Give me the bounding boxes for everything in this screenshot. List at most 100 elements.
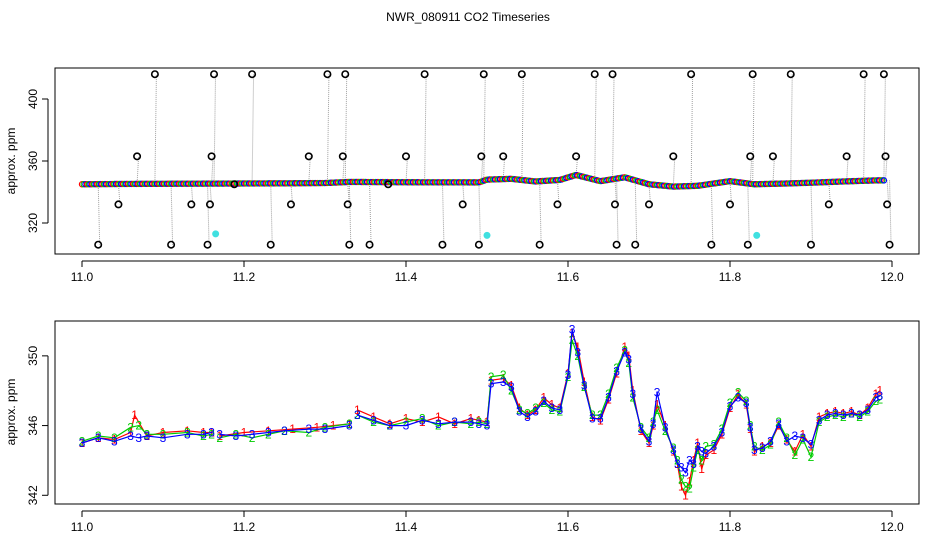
spike-dropline <box>747 183 750 245</box>
series-point-label: 2 <box>775 415 782 429</box>
series-point-label: 3 <box>808 438 815 452</box>
series-point-label: 3 <box>581 378 588 392</box>
top-x-tick-label: 11.0 <box>71 270 94 284</box>
series-point-label: 1 <box>386 417 393 431</box>
series-point-label: 3 <box>694 439 701 453</box>
series-point-label: 3 <box>832 406 839 420</box>
spike-point <box>167 240 176 249</box>
series-point-label: 1 <box>597 413 604 427</box>
series-point-label: 2 <box>877 392 884 406</box>
spike-dropline <box>251 74 255 184</box>
spike-point <box>365 240 374 249</box>
series-point-label: 2 <box>233 427 240 441</box>
series-point-label: 2 <box>111 431 118 445</box>
spike-point <box>479 70 488 79</box>
series-point-label: 2 <box>613 361 620 375</box>
spike-point <box>743 240 752 249</box>
chart-title: NWR_080911 CO2 Timeseries <box>386 10 550 24</box>
spike-point <box>474 240 483 249</box>
series-point-label: 1 <box>548 398 555 412</box>
series-point-label: 1 <box>241 426 248 440</box>
series-point-label: 2 <box>569 333 576 347</box>
series-point-label: 3 <box>476 417 483 431</box>
series-point-label: 3 <box>613 365 620 379</box>
series-point-label: 1 <box>638 424 645 438</box>
series-point-label: 1 <box>824 406 831 420</box>
series-point-label: 2 <box>702 439 709 453</box>
series-point-label: 1 <box>877 384 884 398</box>
spike-point <box>612 240 621 249</box>
series-point-label: 1 <box>208 426 215 440</box>
series-point-label: 1 <box>698 462 705 476</box>
series-point-label: 2 <box>488 370 495 384</box>
series-point-label: 1 <box>605 392 612 406</box>
series-point-label: 3 <box>597 412 604 426</box>
series-point-label: 3 <box>435 417 442 431</box>
spike-dropline <box>369 182 372 245</box>
series-point-label: 2 <box>662 424 669 438</box>
spike-dropline <box>710 183 714 245</box>
series-point-label: 2 <box>160 427 167 441</box>
series-point-label: 2 <box>516 403 523 417</box>
series-point-label: 1 <box>354 403 361 417</box>
spike-dropline <box>863 74 866 181</box>
spike-point <box>535 240 544 249</box>
series-point-label: 1 <box>435 410 442 424</box>
top-y-tick-label: 320 <box>26 213 40 233</box>
series-point-label: 3 <box>775 417 782 431</box>
series-point-label: 2 <box>808 450 815 464</box>
series-point-label: 1 <box>759 439 766 453</box>
series-point-label: 1 <box>808 439 815 453</box>
series-point-label: 1 <box>613 366 620 380</box>
series-point-label: 2 <box>719 422 726 436</box>
series-point-label: 3 <box>208 426 215 440</box>
spike-point <box>610 200 619 209</box>
series-point-label: 2 <box>548 403 555 417</box>
spike-dropline <box>207 183 210 245</box>
bottom-panel: approx. ppm 11.0 11.2 11.4 11.6 11.8 12.0 342… <box>4 320 920 534</box>
series-point-label: 3 <box>524 410 531 424</box>
bottom-series: 1 1 1 111 1 1 1 1 1 1 1 1 1 1 11 1 1 1 1 1 1 1 1 11 1 11 1 11 1 11111… <box>79 323 884 503</box>
series-point-label: 3 <box>654 385 661 399</box>
spike-dropline <box>539 181 542 245</box>
spike-point <box>885 240 894 249</box>
spike-dropline <box>213 74 217 184</box>
series-point-label: 1 <box>678 480 685 494</box>
series-point-label: 3 <box>467 415 474 429</box>
series-point-label: 1 <box>314 420 321 434</box>
series-point-label: 1 <box>289 422 296 436</box>
series-point-label: 2 <box>856 410 863 424</box>
series-point-label: 2 <box>791 448 798 462</box>
spike-dropline <box>190 183 194 205</box>
series-3: 3 3 3 3 3 3 3 3 3 3 3 3 3 3 3 3 3 33 3 3 3 3 3 3 3 3 33 3 33 3 33 3 3333… <box>79 323 884 480</box>
top-panel: approx. ppm 11.0 11.2 11.4 11.6 11.8 12.0 320… <box>4 67 920 284</box>
top-baseline-points <box>78 171 888 190</box>
series-point-label: 3 <box>346 419 353 433</box>
series-point-label: 3 <box>557 403 564 417</box>
series-line <box>219 425 350 437</box>
series-point-label: 3 <box>508 380 515 394</box>
series-point-label: 1 <box>265 424 272 438</box>
series-point-label: 3 <box>500 375 507 389</box>
series-point-label: 3 <box>216 427 223 441</box>
series-point-label: 3 <box>403 419 410 433</box>
spike-dropline <box>170 183 174 245</box>
series-point-label: 3 <box>79 436 86 450</box>
series-line <box>81 413 212 444</box>
series-point-label: 2 <box>743 394 750 408</box>
spike-point <box>94 240 103 249</box>
top-highlight-points <box>212 230 761 239</box>
series-point-label: 1 <box>131 408 138 422</box>
series-point-label: 1 <box>686 474 693 488</box>
series-point-label: 3 <box>686 453 693 467</box>
series-point-label: 3 <box>840 408 847 422</box>
spike-dropline <box>634 180 638 245</box>
series-point-label: 1 <box>370 410 377 424</box>
spike-point <box>746 152 755 161</box>
spike-point <box>207 152 216 161</box>
highlight-point <box>753 231 761 239</box>
series-point-label: 1 <box>654 398 661 412</box>
spike-dropline <box>883 74 886 181</box>
series-point-label: 1 <box>864 401 871 415</box>
